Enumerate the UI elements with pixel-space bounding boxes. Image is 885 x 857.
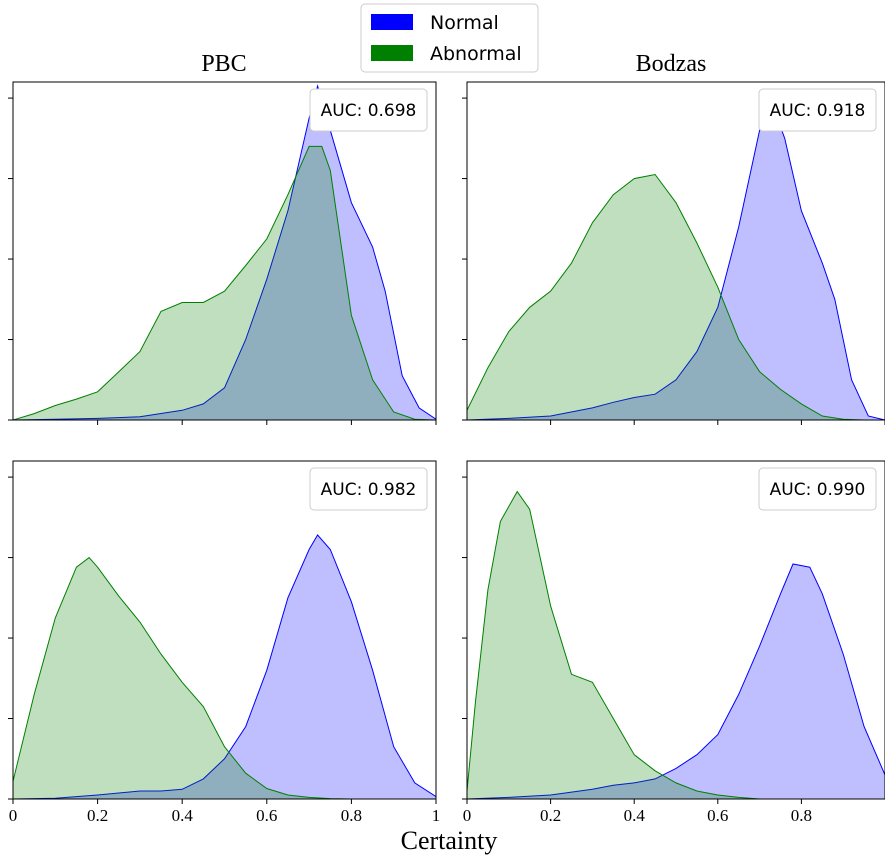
panel-1: AUC: 0.698 xyxy=(8,81,437,425)
density-area-abnormal xyxy=(467,491,760,799)
auc-label: AUC: 0.982 xyxy=(321,480,417,500)
x-tick-label: 0.8 xyxy=(791,806,812,825)
panel-plot-area xyxy=(467,103,885,420)
x-tick-label: 0 xyxy=(463,806,472,825)
density-area-abnormal xyxy=(467,174,865,420)
density-line-abnormal xyxy=(13,145,436,420)
x-tick-label: 0.4 xyxy=(172,806,194,825)
auc-label: AUC: 0.990 xyxy=(770,480,866,500)
density-area-normal xyxy=(467,104,885,420)
panel-plot-area xyxy=(467,490,885,799)
density-line-normal xyxy=(13,534,436,799)
panel-frame xyxy=(466,460,885,800)
density-area-abnormal xyxy=(13,146,436,420)
x-tick-label: 0.2 xyxy=(87,806,108,825)
panel-frame xyxy=(466,81,885,421)
density-line-normal xyxy=(467,103,885,420)
panel-4: 0 0.2 0.4 0.6 0.8 AUC: 0.990 xyxy=(462,460,885,825)
panel-2: AUC: 0.918 xyxy=(462,81,885,425)
auc-box xyxy=(309,88,428,132)
auc-box xyxy=(758,467,877,511)
x-tick-label: 0.8 xyxy=(341,806,362,825)
x-tick-label: 0.6 xyxy=(707,806,728,825)
density-area-abnormal xyxy=(13,557,352,799)
legend-label-normal: Normal xyxy=(430,12,499,34)
density-area-normal xyxy=(467,564,885,799)
auc-label: AUC: 0.918 xyxy=(770,101,866,121)
panel-frame xyxy=(12,81,437,421)
column-title-bodzas: Bodzas xyxy=(636,51,707,77)
x-tick-label: 0.4 xyxy=(624,806,646,825)
x-tick-label: 1 xyxy=(432,806,441,825)
auc-label: AUC: 0.698 xyxy=(321,101,417,121)
panel-plot-area xyxy=(13,534,436,799)
x-axis-label: Certainty xyxy=(401,826,498,855)
legend-swatch-normal xyxy=(371,14,413,30)
x-tick-label: 0 xyxy=(9,806,18,825)
auc-box xyxy=(309,467,428,511)
panel-3: 0 0.2 0.4 0.6 0.8 1 AUC: 0.982 xyxy=(8,460,441,825)
panel-frame xyxy=(12,460,437,800)
legend-label-abnormal: Abnormal xyxy=(430,43,522,65)
x-tick-label: 0.2 xyxy=(540,806,561,825)
column-title-pbc: PBC xyxy=(201,51,246,77)
density-line-abnormal xyxy=(13,556,352,799)
legend-swatch-abnormal xyxy=(371,45,413,61)
density-area-normal xyxy=(13,535,436,799)
auc-box xyxy=(758,88,877,132)
legend: Normal Abnormal xyxy=(360,3,539,73)
density-line-abnormal xyxy=(467,173,865,420)
density-line-normal xyxy=(467,563,885,799)
density-line-normal xyxy=(13,84,436,420)
density-line-abnormal xyxy=(467,490,760,799)
panel-plot-area xyxy=(13,84,436,420)
panels: AUC: 0.698 AUC: 0.918 0 0.2 0.4 0.6 0.8 1 AUC: 0… xyxy=(8,81,885,825)
x-tick-label: 0.6 xyxy=(256,806,277,825)
